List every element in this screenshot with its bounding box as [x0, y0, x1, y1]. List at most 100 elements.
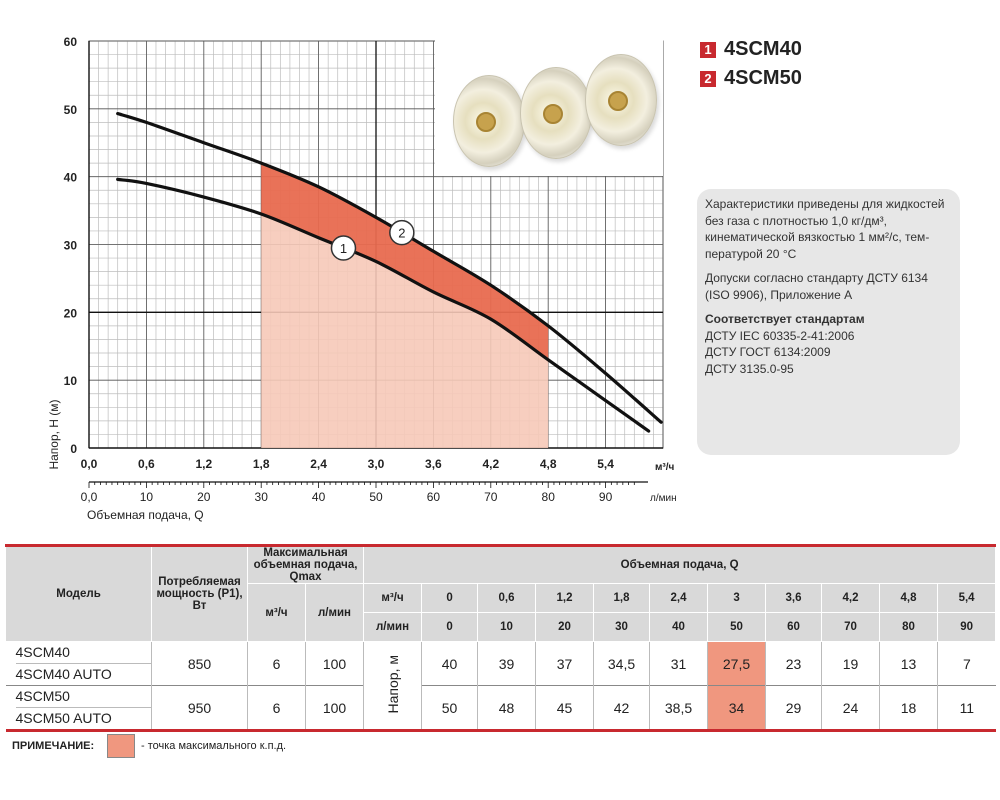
note-swatch [107, 734, 135, 758]
q-m3-cell: 1,8 [593, 583, 651, 613]
header-power: Потребляемая мощность (P1), Вт [151, 544, 248, 642]
x-tick-label: 4,2 [482, 457, 499, 471]
x-tick-label: 1,8 [253, 457, 270, 471]
q-lmin-cell: 20 [535, 612, 595, 642]
x2-unit-label: л/мин [650, 493, 677, 504]
power-cell: 850 [151, 641, 248, 686]
q-m3-cell: 4,2 [821, 583, 881, 613]
power-cell: 950 [151, 685, 248, 731]
curve-marker-label: 1 [340, 241, 347, 256]
x2-tick-label: 30 [255, 490, 269, 504]
impeller-disc [520, 67, 592, 159]
head-cell-max-efficiency: 27,5 [707, 641, 766, 686]
head-cell: 38,5 [649, 685, 708, 731]
x-tick-label: 4,8 [540, 457, 557, 471]
q-m3-cell: 4,8 [879, 583, 939, 613]
model-name: 4SCM40 [15, 644, 70, 660]
q-lmin-cell: 80 [879, 612, 939, 642]
head-cell: 45 [535, 685, 594, 731]
header-qmax: Максимальная объемная подача, Qmax [246, 544, 365, 584]
note-text: - точка максимального к.п.д. [141, 740, 287, 752]
specs-table: Модель Потребляемая мощность (P1), Вт Ма… [5, 544, 997, 732]
x-tick-label: 1,2 [195, 457, 212, 471]
header-qmax-m3: м³/ч [247, 583, 306, 642]
header-flow: Объемная подача, Q [363, 544, 997, 584]
y-tick-label: 20 [64, 306, 78, 320]
header-qmax-lmin: л/мин [304, 583, 365, 642]
curve-marker [389, 219, 415, 246]
info-standard-line: ДСТУ ГОСТ 6134:2009 [705, 345, 831, 359]
curve-marker [330, 235, 357, 261]
x-tick-label: 0,0 [81, 457, 98, 471]
impeller-disc [453, 75, 525, 167]
table-row: 4SCM50 4SCM50 AUTO 950 6 100 50 48 45 42… [5, 685, 996, 731]
q-m3-cell: 5,4 [937, 583, 997, 613]
head-cell: 29 [765, 685, 822, 731]
head-cell: 34,5 [593, 641, 650, 686]
chart-ticks: 0 10 20 30 40 50 60 0,0 0,6 1,2 1,8 2,4 3,0 3,6 4,2 4,8… [64, 35, 677, 504]
x2-tick-label: 50 [369, 490, 383, 504]
x-tick-label: 5,4 [597, 457, 614, 471]
head-cell: 31 [649, 641, 708, 686]
info-box: Характеристики приведены для жид­костей … [697, 189, 960, 455]
info-tolerances: Допуски согласно стандарту ДСТУ 6134 (IS… [705, 271, 928, 302]
chart-labels: Объемная подача, Q Напор, H (м) [47, 399, 204, 522]
qmax-lmin-cell: 100 [304, 685, 364, 731]
x-tick-label: 3,6 [425, 457, 442, 471]
x-tick-label: 3,0 [368, 457, 385, 471]
model-name: 4SCM50 AUTO [15, 707, 151, 729]
x2-tick-label: 40 [312, 490, 326, 504]
q-lmin-cell: 30 [593, 612, 651, 642]
head-cell: 7 [937, 641, 996, 686]
x2-tick-label: 90 [599, 490, 613, 504]
head-cell: 23 [765, 641, 822, 686]
legend-label: 4SCM40 [724, 38, 802, 60]
chart-curves: 12 [116, 111, 663, 433]
y-tick-label: 0 [70, 442, 77, 456]
info-standard-line: ДСТУ IEC 60335-2-41:2006 [705, 328, 855, 343]
note: ПРИМЕЧАНИЕ: - точка максимального к.п.д. [12, 734, 286, 758]
qmax-m3-cell: 6 [247, 641, 306, 686]
q-lmin-cell: 0 [421, 612, 479, 642]
impeller-disc [585, 54, 657, 146]
info-standard-line: ДСТУ 3135.0-95 [705, 361, 794, 376]
operating-range-band [261, 213, 549, 448]
head-cell: 13 [879, 641, 938, 686]
head-cell: 48 [477, 685, 536, 731]
x-unit-label: м³/ч [655, 462, 675, 473]
curve-marker-label: 2 [398, 226, 405, 241]
impeller-photo [435, 40, 663, 176]
q-lmin-cell: 60 [765, 612, 823, 642]
head-cell: 39 [477, 641, 536, 686]
x2-tick-label: 0,0 [81, 490, 98, 504]
q-lmin-cell: 40 [649, 612, 709, 642]
x-tick-label: 2,4 [310, 457, 327, 471]
info-standards-title: Соответствует стандартам [705, 312, 865, 326]
header-unit-lmin: л/мин [363, 612, 423, 642]
q-lmin-cell: 10 [477, 612, 537, 642]
model-name: 4SCM50 [15, 688, 70, 704]
q-m3-cell: 3,6 [765, 583, 823, 613]
x-tick-label: 0,6 [138, 457, 155, 471]
head-cell: 24 [821, 685, 880, 731]
x2-tick-label: 10 [140, 490, 154, 504]
q-m3-cell: 1,2 [535, 583, 595, 613]
x2-tick-label: 70 [484, 490, 498, 504]
table-row: 4SCM40 4SCM40 AUTO 850 6 100 Напор, м 40… [5, 641, 996, 731]
note-label: ПРИМЕЧАНИЕ: [12, 740, 95, 752]
y-tick-label: 40 [64, 171, 78, 185]
q-m3-cell: 0,6 [477, 583, 537, 613]
head-cell: 42 [593, 685, 650, 731]
q-lmin-cell: 70 [821, 612, 881, 642]
y-tick-label: 50 [64, 103, 78, 117]
head-cell: 37 [535, 641, 594, 686]
y-tick-label: 30 [64, 239, 78, 253]
q-m3-cell: 3 [707, 583, 767, 613]
x2-tick-label: 60 [427, 490, 441, 504]
head-cell: 50 [421, 685, 478, 731]
legend-num: 2 [700, 70, 716, 87]
y-tick-label: 10 [64, 374, 78, 388]
q-m3-cell: 0 [421, 583, 479, 613]
legend-num: 1 [700, 41, 716, 58]
head-label-cell: Напор, м [363, 641, 422, 731]
